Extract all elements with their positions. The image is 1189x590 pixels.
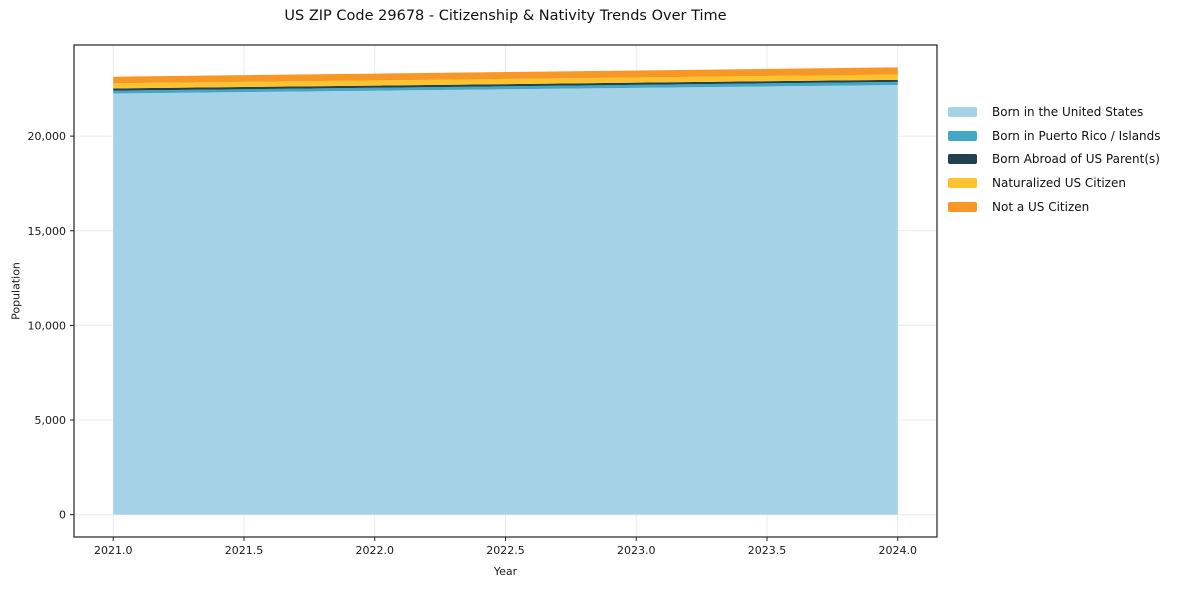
legend-item-label: Not a US Citizen (992, 199, 1090, 214)
legend-item-label: Born Abroad of US Parent(s) (992, 152, 1160, 167)
color-swatch-born-in-puerto-rico (948, 130, 977, 141)
legend: Born in the United States Born in Puerto… (948, 100, 1161, 218)
color-swatch-naturalized (948, 177, 977, 188)
svg-text:2021.5: 2021.5 (225, 544, 264, 557)
legend-item: Not a US Citizen (948, 195, 1161, 219)
color-swatch-born-in-us (948, 106, 977, 117)
chart-title: US ZIP Code 29678 - Citizenship & Nativi… (284, 8, 727, 24)
svg-text:2023.0: 2023.0 (617, 544, 656, 557)
legend-item-label: Born in Puerto Rico / Islands (992, 128, 1161, 143)
legend-item-label: Naturalized US Citizen (992, 175, 1126, 190)
svg-text:20,000: 20,000 (28, 130, 67, 143)
y-axis-label: Population (9, 262, 23, 320)
x-axis-label: Year (493, 565, 518, 578)
color-swatch-not-citizen (948, 201, 977, 212)
color-swatch-born-abroad (948, 154, 977, 165)
svg-text:15,000: 15,000 (28, 225, 67, 238)
svg-text:2022.5: 2022.5 (486, 544, 525, 557)
svg-text:2022.0: 2022.0 (355, 544, 394, 557)
svg-text:10,000: 10,000 (28, 319, 67, 332)
legend-item: Born in Puerto Rico / Islands (948, 124, 1161, 148)
svg-text:2021.0: 2021.0 (94, 544, 133, 557)
legend-item: Born in the United States (948, 100, 1161, 124)
svg-text:2024.0: 2024.0 (879, 544, 918, 557)
svg-text:5,000: 5,000 (35, 414, 67, 427)
svg-text:0: 0 (59, 509, 66, 522)
legend-item-label: Born in the United States (992, 104, 1144, 119)
legend-item: Born Abroad of US Parent(s) (948, 147, 1161, 171)
legend-item: Naturalized US Citizen (948, 171, 1161, 195)
svg-text:2023.5: 2023.5 (748, 544, 787, 557)
